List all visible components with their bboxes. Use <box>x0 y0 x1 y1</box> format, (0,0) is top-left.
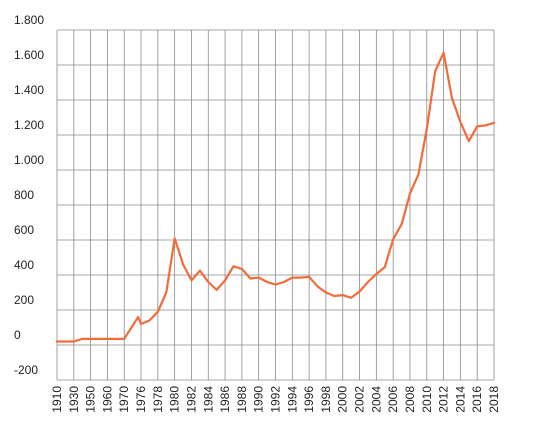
y-tick-label: 1.800 <box>14 13 44 27</box>
x-tick-label: 1970 <box>117 386 131 413</box>
x-tick-label: 1994 <box>285 386 299 413</box>
x-tick-label: 1990 <box>252 386 266 413</box>
x-tick-label: 1980 <box>168 386 182 413</box>
y-tick-label: 1.200 <box>14 118 44 132</box>
x-tick-label: 1950 <box>84 386 98 413</box>
y-axis-tick-labels: 1.800 1.600 1.400 1.200 1.000 800 600 400 200 0 -2… <box>14 13 44 377</box>
y-tick-label: -200 <box>14 363 38 377</box>
x-tick-label: 2014 <box>453 386 467 413</box>
x-tick-label: 1996 <box>302 386 316 413</box>
x-tick-label: 1988 <box>235 386 249 413</box>
series-line <box>55 51 496 343</box>
x-tick-label: 2000 <box>336 386 350 413</box>
x-tick-label: 1930 <box>67 386 81 413</box>
y-tick-label: 600 <box>14 223 34 237</box>
x-tick-label: 2002 <box>353 386 367 413</box>
y-tick-label: 0 <box>14 328 21 342</box>
x-tick-label: 1910 <box>50 386 64 413</box>
y-tick-label: 1.600 <box>14 48 44 62</box>
x-tick-label: 1998 <box>319 386 333 413</box>
x-tick-label: 2010 <box>420 386 434 413</box>
x-tick-label: 2008 <box>403 386 417 413</box>
x-tick-label: 1978 <box>151 386 165 413</box>
y-tick-label: 200 <box>14 293 34 307</box>
x-tick-label: 1960 <box>100 386 114 413</box>
y-tick-label: 400 <box>14 258 34 272</box>
x-tick-label: 2004 <box>369 386 383 413</box>
y-tick-label: 1.000 <box>14 153 44 167</box>
series-group <box>55 51 496 343</box>
x-tick-label: 2006 <box>386 386 400 413</box>
x-tick-label: 1992 <box>269 386 283 413</box>
y-tick-label: 1.400 <box>14 83 44 97</box>
y-tick-label: 800 <box>14 188 34 202</box>
x-tick-label: 1982 <box>184 386 198 413</box>
x-tick-label: 1984 <box>201 386 215 413</box>
x-axis-tick-labels: 1910 1930 1950 1960 1970 1976 1978 1980 1982 1984… <box>50 386 501 413</box>
x-tick-label: 1986 <box>218 386 232 413</box>
x-tick-label: 2018 <box>487 386 501 413</box>
x-tick-label: 2012 <box>437 386 451 413</box>
x-tick-label: 2016 <box>470 386 484 413</box>
x-tick-label: 1976 <box>134 386 148 413</box>
grid <box>56 29 495 381</box>
